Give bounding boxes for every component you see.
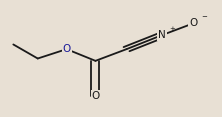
Text: −: − [201, 14, 207, 20]
Text: O: O [189, 18, 197, 28]
Text: O: O [91, 91, 100, 101]
Text: +: + [169, 26, 175, 32]
Text: O: O [62, 44, 71, 54]
Text: N: N [158, 30, 166, 40]
